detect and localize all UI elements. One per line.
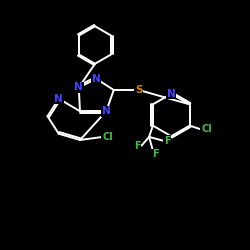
Text: F: F [164, 136, 171, 145]
Text: N: N [167, 89, 175, 99]
Text: S: S [135, 85, 142, 95]
Text: N: N [102, 106, 110, 116]
Text: N: N [92, 74, 100, 84]
Text: N: N [74, 82, 83, 92]
Text: F: F [134, 140, 140, 150]
Text: Cl: Cl [201, 124, 212, 134]
Text: Cl: Cl [102, 132, 113, 142]
Text: N: N [54, 94, 63, 104]
Text: F: F [152, 149, 159, 160]
